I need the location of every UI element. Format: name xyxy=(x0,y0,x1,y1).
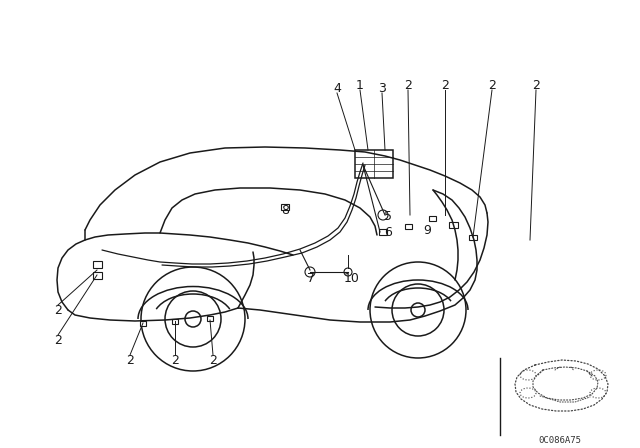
Bar xyxy=(140,321,146,326)
Bar xyxy=(207,316,213,321)
Text: 2: 2 xyxy=(171,353,179,366)
Text: 0C086A75: 0C086A75 xyxy=(538,435,582,444)
Text: 3: 3 xyxy=(378,82,386,95)
Text: 2: 2 xyxy=(532,78,540,91)
Bar xyxy=(449,222,458,228)
Bar xyxy=(355,150,393,178)
Text: 9: 9 xyxy=(423,224,431,237)
Text: 5: 5 xyxy=(384,210,392,223)
Bar xyxy=(429,216,436,221)
Text: 2: 2 xyxy=(126,353,134,366)
Bar xyxy=(469,235,477,240)
Text: 7: 7 xyxy=(307,271,315,284)
Bar xyxy=(172,319,178,324)
Text: 8: 8 xyxy=(281,203,289,216)
Bar xyxy=(379,229,387,235)
Text: 6: 6 xyxy=(384,225,392,238)
Text: 2: 2 xyxy=(404,78,412,91)
Bar xyxy=(93,272,102,279)
Text: 2: 2 xyxy=(209,353,217,366)
Text: 2: 2 xyxy=(441,78,449,91)
Text: 2: 2 xyxy=(54,333,62,346)
Bar xyxy=(281,204,289,210)
Text: 4: 4 xyxy=(333,82,341,95)
Text: 2: 2 xyxy=(54,303,62,316)
Bar xyxy=(405,224,412,229)
Text: 1: 1 xyxy=(356,78,364,91)
Text: 10: 10 xyxy=(344,271,360,284)
Bar xyxy=(93,261,102,268)
Text: 2: 2 xyxy=(488,78,496,91)
